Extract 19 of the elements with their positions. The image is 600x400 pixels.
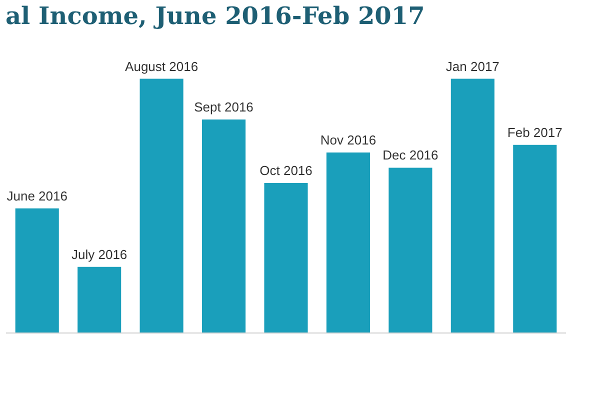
bar xyxy=(388,168,432,333)
x-tick-label: Dec 2016 xyxy=(382,148,438,163)
bar xyxy=(78,266,122,333)
bar xyxy=(15,208,59,333)
x-tick-label: Sept 2016 xyxy=(194,99,254,114)
chart-title: al Income, June 2016-Feb 2017 xyxy=(6,1,425,30)
x-tick-label: July 2016 xyxy=(72,246,128,262)
x-tick-label: Oct 2016 xyxy=(260,163,312,178)
x-tick-label: August 2016 xyxy=(125,58,198,74)
bar xyxy=(513,144,557,333)
bar xyxy=(326,152,370,333)
bar xyxy=(202,119,246,333)
bar xyxy=(140,78,184,333)
x-tick-label: Jan 2017 xyxy=(446,58,500,74)
bar xyxy=(264,183,308,333)
x-tick-label: June 2016 xyxy=(6,188,68,204)
bar xyxy=(450,78,494,333)
x-tick-label: Nov 2016 xyxy=(320,132,376,148)
x-tick-label: Feb 2017 xyxy=(507,124,562,140)
